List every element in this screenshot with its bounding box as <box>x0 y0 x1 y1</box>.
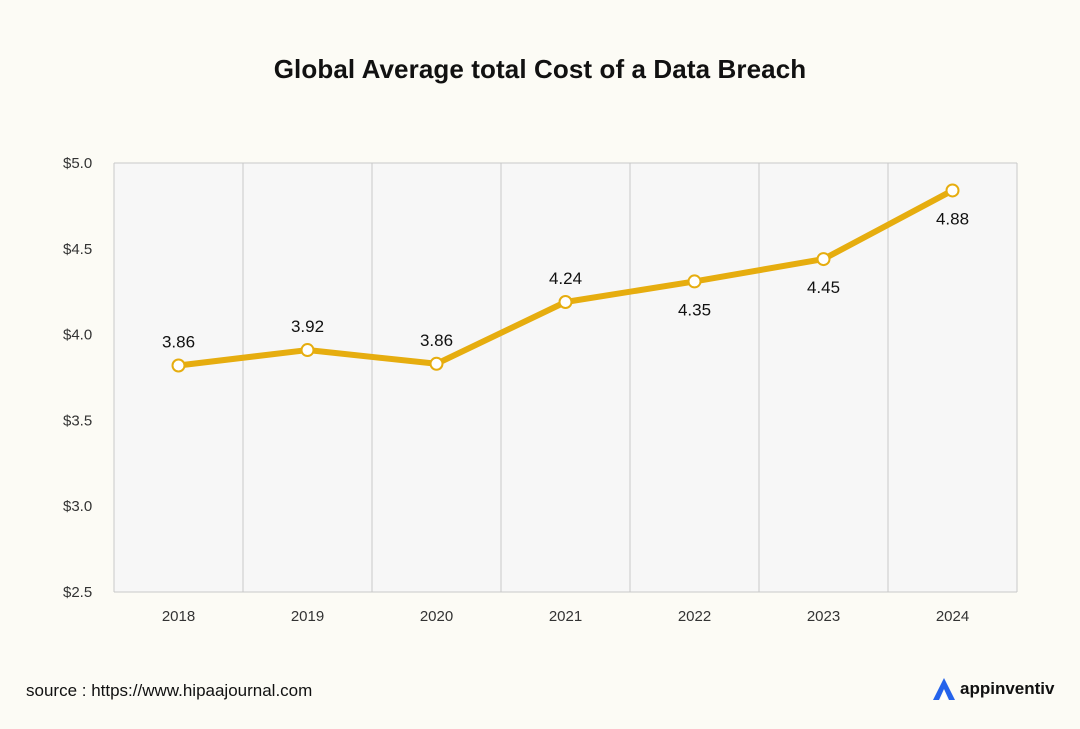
data-label: 4.45 <box>807 278 840 297</box>
data-label: 3.86 <box>162 332 195 351</box>
y-tick-label: $2.5 <box>63 584 92 601</box>
x-tick-label: 2022 <box>678 608 711 625</box>
x-tick-label: 2020 <box>420 608 453 625</box>
x-tick-label: 2023 <box>807 608 840 625</box>
data-point-marker <box>171 358 186 373</box>
data-label: 3.86 <box>420 331 453 350</box>
y-tick-label: $4.5 <box>63 241 92 258</box>
data-label: 4.24 <box>549 269 582 288</box>
x-tick-label: 2018 <box>162 608 195 625</box>
x-tick-label: 2019 <box>291 608 324 625</box>
data-point-marker <box>300 343 315 358</box>
y-tick-label: $4.0 <box>63 327 92 344</box>
data-label: 4.88 <box>936 209 969 228</box>
data-point-marker <box>816 252 831 267</box>
data-point-marker <box>558 294 573 309</box>
y-tick-label: $3.5 <box>63 412 92 429</box>
x-tick-label: 2021 <box>549 608 582 625</box>
y-tick-label: $5.0 <box>63 155 92 172</box>
brand-logo: appinventiv <box>932 677 1054 701</box>
data-label: 4.35 <box>678 300 711 319</box>
data-point-marker <box>429 356 444 371</box>
data-point-marker <box>687 274 702 289</box>
source-citation: source : https://www.hipaajournal.com <box>26 681 313 700</box>
y-tick-label: $3.0 <box>63 498 92 515</box>
appinventiv-logo-icon <box>933 678 955 700</box>
data-label: 3.92 <box>291 317 324 336</box>
data-point-marker <box>945 183 960 198</box>
brand-name: appinventiv <box>960 679 1055 698</box>
x-tick-label: 2024 <box>936 608 969 625</box>
chart-title: Global Average total Cost of a Data Brea… <box>273 54 807 84</box>
